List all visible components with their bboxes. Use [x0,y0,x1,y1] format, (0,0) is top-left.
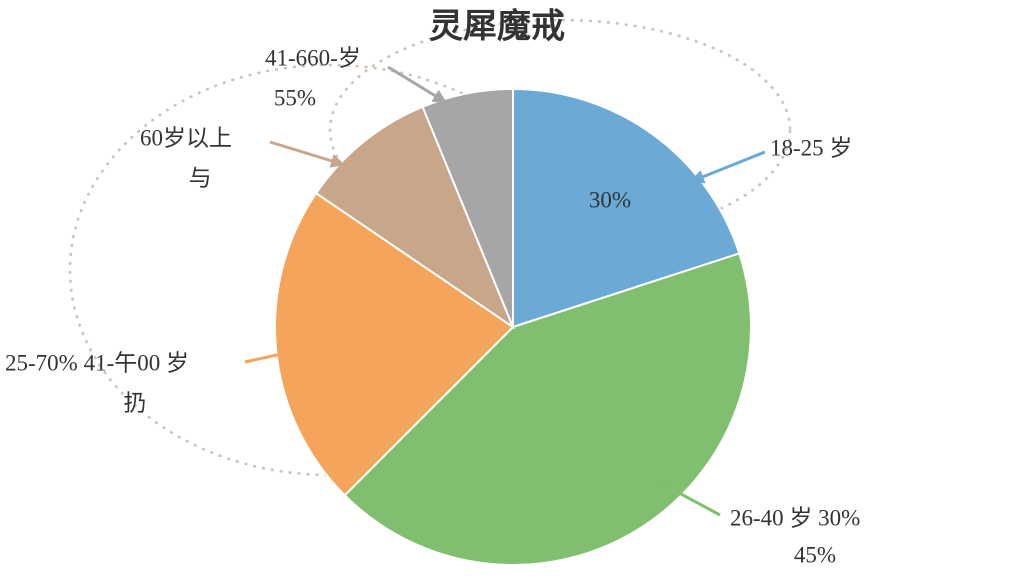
slice-label: 25-70% 41-午00 岁 [5,350,189,375]
slice-label: 18-25 岁 [770,135,852,160]
pie-slice [314,105,516,330]
arrow-head [306,341,322,355]
arrow-head [690,170,706,184]
pie-slice [274,191,515,497]
slice-label: 26-40 岁 30% [730,505,860,530]
arrow-head [655,480,671,493]
pie-slice [343,252,752,566]
chart-title: 灵犀魔戒 [429,7,565,47]
arrow-head [329,154,345,168]
slice-label: 60岁以上 [140,125,232,150]
slice-label: 41-660-岁 [265,45,361,70]
slice-sublabel: 55% [274,85,316,110]
slice-sublabel: 与 [189,165,212,190]
slice-sublabel: 扔 [124,390,147,415]
slice-sublabel: 45% [794,542,836,567]
pie-slice [512,87,741,329]
slice-sublabel: 30% [589,187,631,212]
pie-slice [421,87,514,328]
arrow-head [431,89,447,103]
